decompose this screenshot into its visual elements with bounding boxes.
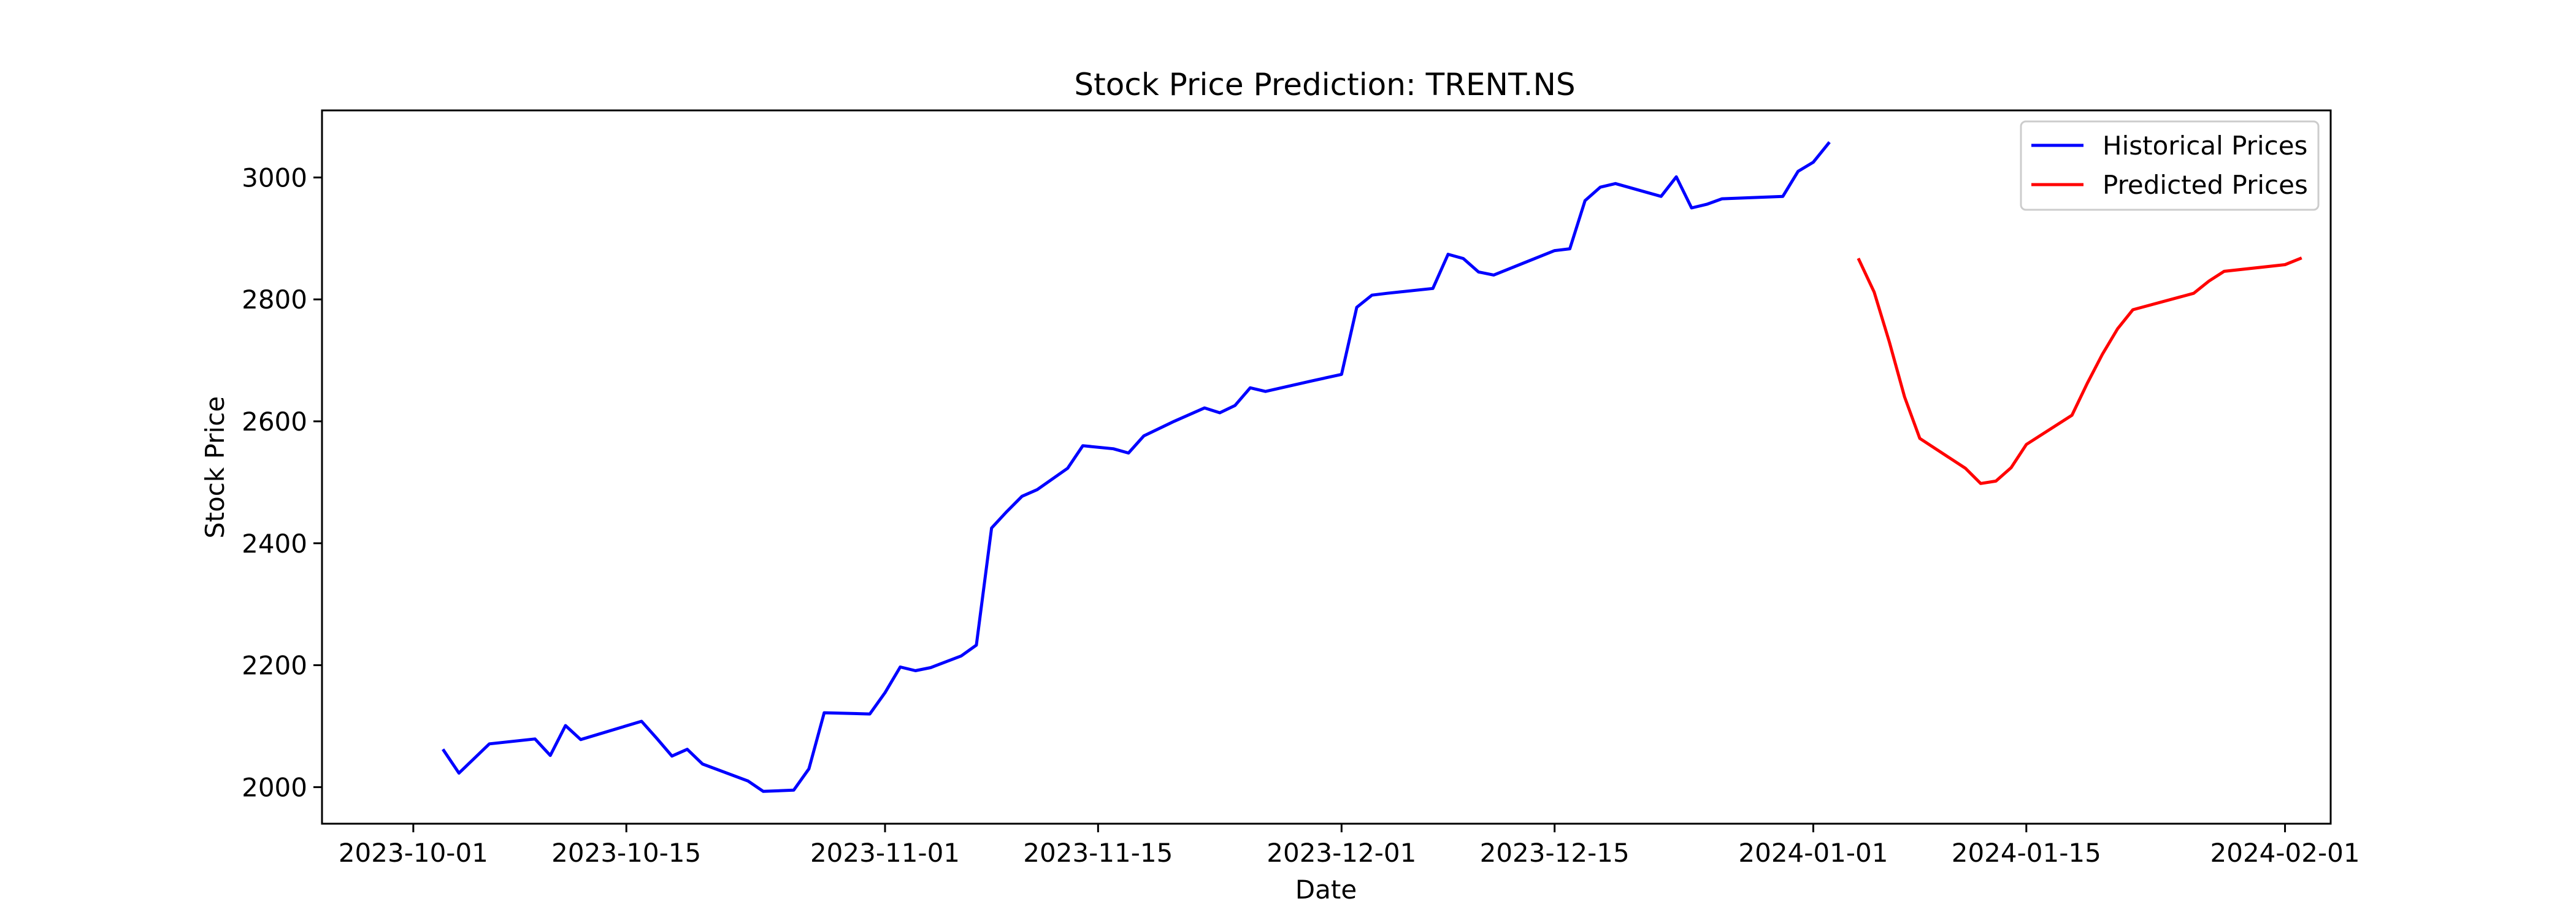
x-tick-label: 2023-10-01: [339, 838, 488, 868]
series-line-predicted: [1857, 256, 2302, 485]
chart-title: Stock Price Prediction: TRENT.NS: [1074, 67, 1575, 102]
x-tick-label: 2023-12-15: [1480, 838, 1630, 868]
y-axis: 2000 2200 2400 2600 2800 3000: [242, 163, 322, 802]
legend-label-historical: Historical Prices: [2103, 131, 2307, 161]
x-axis: 2023-10-01 2023-10-15 2023-11-01 2023-11-15…: [339, 824, 2360, 868]
x-axis-label: Date: [1295, 875, 1357, 905]
x-tick-label: 2023-11-15: [1023, 838, 1173, 868]
y-tick-label: 2000: [242, 772, 307, 802]
x-tick-label: 2024-02-01: [2210, 838, 2360, 868]
plot-frame: [321, 109, 2332, 825]
legend-box: [2020, 120, 2320, 211]
x-tick-label: 2024-01-15: [1952, 838, 2101, 868]
y-tick-label: 2800: [242, 285, 307, 315]
legend: Historical Prices Predicted Prices: [2020, 120, 2320, 211]
y-axis-label: Stock Price: [200, 396, 230, 539]
x-tick-label: 2024-01-01: [1738, 838, 1888, 868]
series-layer: [442, 141, 2302, 793]
x-tick-label: 2023-10-15: [551, 838, 701, 868]
y-tick-label: 2600: [242, 407, 307, 437]
y-tick-label: 2400: [242, 529, 307, 559]
x-tick-label: 2023-11-01: [810, 838, 960, 868]
series-line-historical: [442, 141, 1831, 793]
legend-label-predicted: Predicted Prices: [2103, 170, 2308, 200]
y-tick-label: 3000: [242, 163, 307, 193]
y-tick-label: 2200: [242, 651, 307, 681]
x-tick-label: 2023-12-01: [1267, 838, 1416, 868]
